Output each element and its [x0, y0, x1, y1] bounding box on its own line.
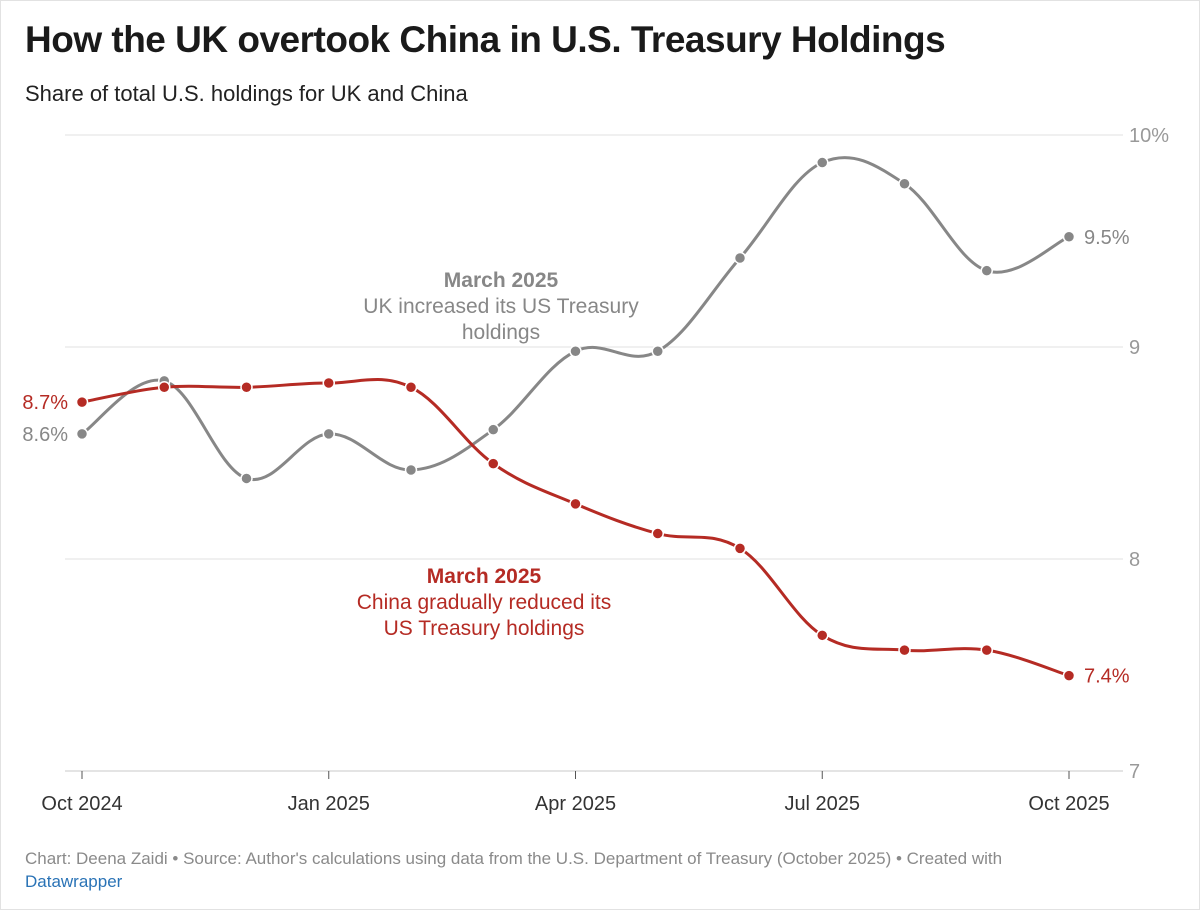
china-annotation-text: China gradually reduced its: [357, 591, 611, 614]
china-data-point: [75, 395, 89, 409]
uk-data-point: [487, 423, 500, 436]
chart-subtitle: Share of total U.S. holdings for UK and …: [25, 81, 468, 106]
uk-data-point: [898, 177, 911, 191]
china-data-point: [322, 376, 335, 390]
china-data-point: [404, 381, 418, 394]
uk-data-point: [75, 427, 89, 441]
uk-annotation-text: holdings: [462, 321, 540, 344]
china-data-point: [240, 381, 253, 394]
uk-end-label: 9.5%: [1084, 227, 1130, 249]
china-data-point: [980, 643, 993, 657]
china-data-point: [816, 629, 829, 642]
x-tick-label: Oct 2025: [1028, 793, 1109, 815]
datawrapper-link[interactable]: Datawrapper: [25, 872, 123, 891]
uk-annotation-heading: March 2025: [444, 269, 559, 292]
line-chart: 7 8 9 10% Oct 2024 Jan 2025 Apr 2025 Jul 2025 Oc…: [22, 125, 1169, 815]
china-data-point: [651, 527, 664, 540]
china-data-point: [1062, 669, 1076, 682]
uk-data-point: [322, 427, 335, 441]
uk-data-point: [816, 156, 829, 169]
china-data-point: [733, 542, 747, 555]
x-tick-label: Jul 2025: [784, 793, 860, 815]
x-tick-label: Oct 2024: [41, 793, 122, 815]
y-tick-label: 10%: [1129, 125, 1169, 147]
uk-data-point: [1062, 230, 1076, 244]
x-tick-label: Apr 2025: [535, 793, 616, 815]
china-start-label: 8.7%: [22, 392, 68, 414]
china-end-label: 7.4%: [1084, 666, 1130, 688]
chart-footer: Chart: Deena Zaidi • Source: Author's ca…: [25, 847, 1145, 893]
uk-series-line: [81, 156, 1070, 482]
y-tick-label: 7: [1129, 761, 1140, 783]
uk-start-label: 8.6%: [22, 424, 68, 446]
uk-data-point: [569, 344, 582, 358]
uk-data-point: [240, 472, 253, 485]
china-data-point: [158, 381, 171, 394]
footer-credit: Chart: Deena Zaidi • Source: Author's ca…: [25, 849, 1003, 868]
y-tick-label: 9: [1129, 337, 1140, 359]
x-tick-label: Jan 2025: [288, 793, 370, 815]
china-data-point: [569, 497, 582, 511]
uk-data-point: [733, 251, 747, 265]
china-annotation-text: US Treasury holdings: [384, 617, 585, 640]
chart-title: How the UK overtook China in U.S. Treasu…: [25, 19, 946, 60]
y-tick-label: 8: [1129, 549, 1140, 571]
china-data-point: [487, 457, 500, 470]
uk-data-point: [404, 463, 418, 477]
china-data-point: [898, 643, 911, 657]
uk-data-point: [980, 264, 993, 277]
uk-data-point: [651, 344, 664, 358]
china-annotation-heading: March 2025: [427, 565, 542, 588]
uk-annotation-text: UK increased its US Treasury: [363, 295, 639, 318]
